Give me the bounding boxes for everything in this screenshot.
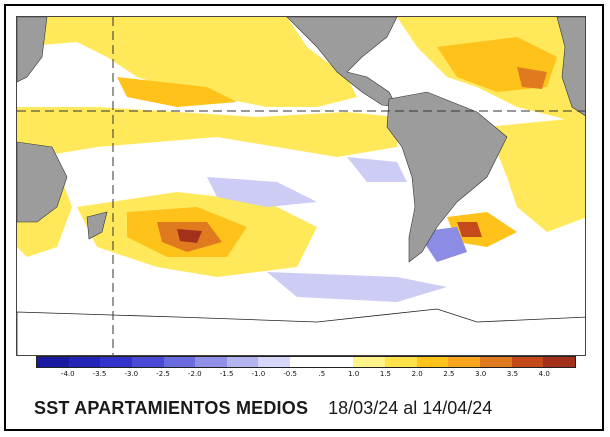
land-masses [17,17,585,355]
legend-tick-label: -2.0 [187,370,202,378]
legend-tick-label: 3.0 [475,370,487,378]
map-caption: SST APARTAMIENTOS MEDIOS 18/03/24 al 14/… [34,398,594,424]
central-pacific-cool [207,177,317,207]
legend-color-7 [258,357,291,367]
equatorial-band-warm [17,107,397,157]
legend-color-3 [131,357,164,367]
legend-color-10 [353,357,386,367]
legend-tick-label: 2.0 [411,370,423,378]
brazil-malvinas-strong [457,222,482,237]
legend-tick-label: 2.5 [443,370,455,378]
legend-color-4 [163,357,196,367]
europe-africa-land [556,17,585,117]
antarctica-outline [17,308,585,355]
legend-tick-label: 1.5 [379,370,391,378]
new-zealand-land [86,211,108,240]
warm-anomaly-areas [17,17,585,277]
legend-tick-label: -3.0 [124,370,139,378]
legend-tick-label: 4.0 [538,370,550,378]
south-atlantic-warm [487,117,585,232]
legend-tick-label: -0.5 [283,370,297,378]
legend-tick-label: 1.0 [348,370,360,378]
legend-color-9 [321,357,354,367]
legend-color-13 [448,357,480,367]
east-pacific-warm-core [117,77,237,107]
legend-color-2 [100,357,132,367]
legend-color-1 [68,357,101,367]
legend-tick-label: -2.5 [156,370,170,378]
legend-color-16 [543,357,575,367]
legend-tick-label: -4.0 [60,370,75,378]
legend-color-6 [226,357,259,367]
south-pacific-warm-extreme [177,229,202,243]
southern-ocean-cool [267,272,447,302]
caption-period: 18/03/24 al 14/04/24 [328,398,493,418]
south-america-land [386,91,508,263]
australia-land [17,141,68,223]
legend-color-0 [37,357,69,367]
legend-color-11 [385,357,417,367]
brazil-malvinas-warm [447,212,517,247]
cool-anomaly-areas [207,157,467,302]
legend-color-14 [479,357,512,367]
asia-land [17,17,48,83]
legend-color-8 [290,357,322,367]
map-canvas [17,17,585,355]
caption-title: SST APARTAMIENTOS MEDIOS [34,398,309,418]
legend-tick-label: 3.5 [506,370,519,378]
legend-color-5 [195,357,227,367]
legend-tick-label: -3.5 [92,370,107,378]
north-atlantic-warm-strong [517,67,547,89]
legend-tick-label: .5 [318,370,326,378]
legend-tick-labels: -4.0 -3.5 -3.0 -2.5 -2.0 -1.5 -1.0 -0.5 .5 1.0 1.5… [36,370,576,382]
north-pacific-warm [17,17,357,107]
legend-color-12 [416,357,449,367]
legend-tick-label: -1.5 [219,370,234,378]
figure-frame: -4.0 -3.5 -3.0 -2.5 -2.0 -1.5 -1.0 -0.5 .5 1.0 1.5… [4,4,604,431]
legend-color-15 [511,357,544,367]
legend-colorbar [36,356,576,368]
sst-anomaly-map [16,16,586,356]
legend-tick-label: -1.0 [251,370,266,378]
north-central-america-land [286,17,398,108]
peru-coast-cool [347,157,407,182]
